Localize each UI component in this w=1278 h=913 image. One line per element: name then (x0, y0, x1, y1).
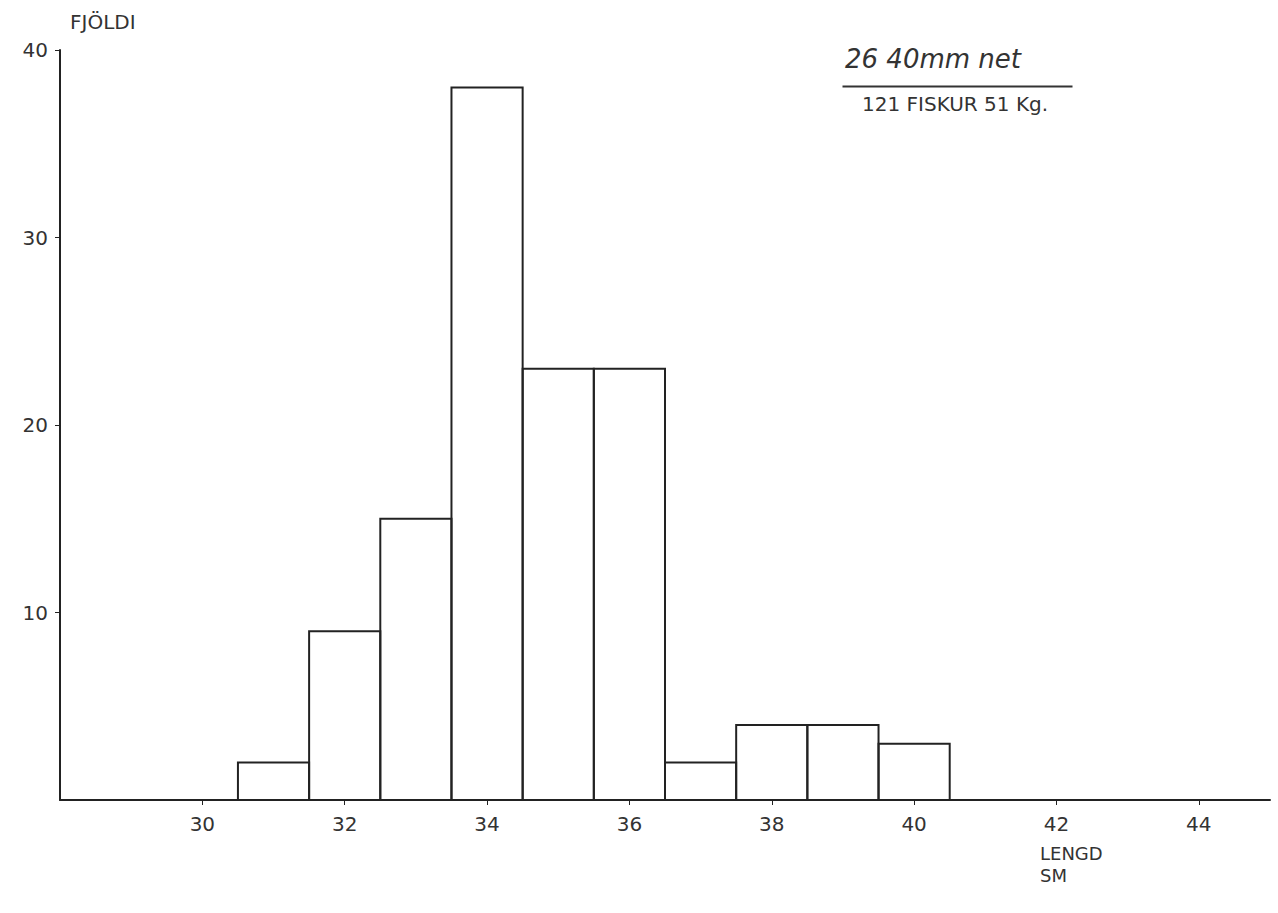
svg-text:38: 38 (759, 812, 784, 836)
svg-text:FJÖLDI: FJÖLDI (70, 10, 136, 34)
svg-text:40: 40 (901, 812, 926, 836)
svg-text:40: 40 (23, 38, 48, 62)
svg-text:36: 36 (617, 812, 642, 836)
svg-text:SM: SM (1040, 865, 1067, 886)
svg-text:26 40mm net: 26 40mm net (845, 44, 1022, 74)
svg-text:10: 10 (23, 601, 48, 625)
svg-text:20: 20 (23, 413, 48, 437)
svg-text:32: 32 (332, 812, 357, 836)
svg-text:42: 42 (1044, 812, 1069, 836)
svg-text:LENGD: LENGD (1040, 843, 1103, 864)
svg-text:30: 30 (23, 226, 48, 250)
svg-text:121 FISKUR 51 Kg.: 121 FISKUR 51 Kg. (862, 92, 1048, 116)
svg-text:30: 30 (190, 812, 215, 836)
svg-text:44: 44 (1186, 812, 1211, 836)
svg-text:34: 34 (474, 812, 499, 836)
